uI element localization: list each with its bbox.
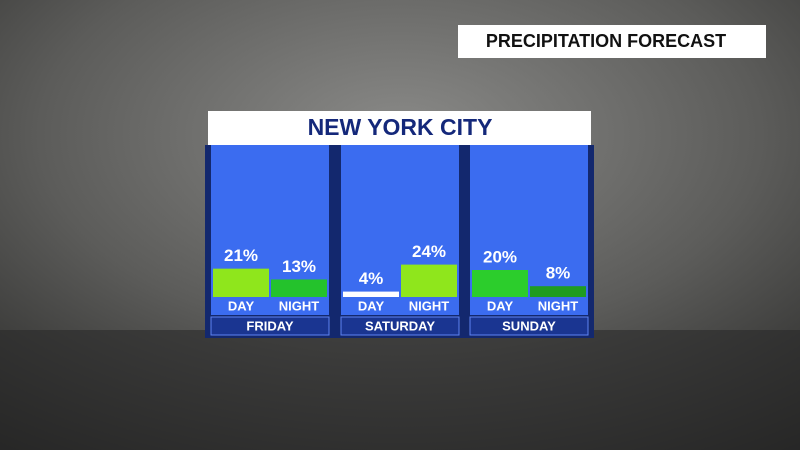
category-label: DAY <box>358 298 385 313</box>
category-label: DAY <box>228 298 255 313</box>
value-label: 21% <box>224 246 258 265</box>
badge: PRECIPITATION FORECAST <box>486 31 726 51</box>
bar <box>472 270 528 297</box>
value-label: 24% <box>412 242 446 261</box>
value-label: 13% <box>282 257 316 276</box>
value-label: 8% <box>546 264 571 283</box>
bar <box>343 291 399 297</box>
group-label: FRIDAY <box>246 318 294 333</box>
bar <box>530 286 586 297</box>
bar <box>401 264 457 297</box>
day-band <box>469 316 589 336</box>
bar <box>271 279 327 297</box>
value-label: 4% <box>359 269 384 288</box>
group-label: SUNDAY <box>502 318 556 333</box>
ground <box>0 330 800 450</box>
day-band <box>340 316 460 336</box>
value-label: 20% <box>483 247 517 266</box>
bar <box>213 268 269 297</box>
category-label: NIGHT <box>538 298 579 313</box>
badge-box <box>458 25 766 58</box>
category-label: NIGHT <box>279 298 320 313</box>
category-label: DAY <box>487 298 514 313</box>
chart-title: NEW YORK CITY <box>308 114 493 140</box>
title-box <box>208 111 591 145</box>
category-label: NIGHT <box>409 298 450 313</box>
day-band <box>210 316 330 336</box>
group-label: SATURDAY <box>365 318 435 333</box>
